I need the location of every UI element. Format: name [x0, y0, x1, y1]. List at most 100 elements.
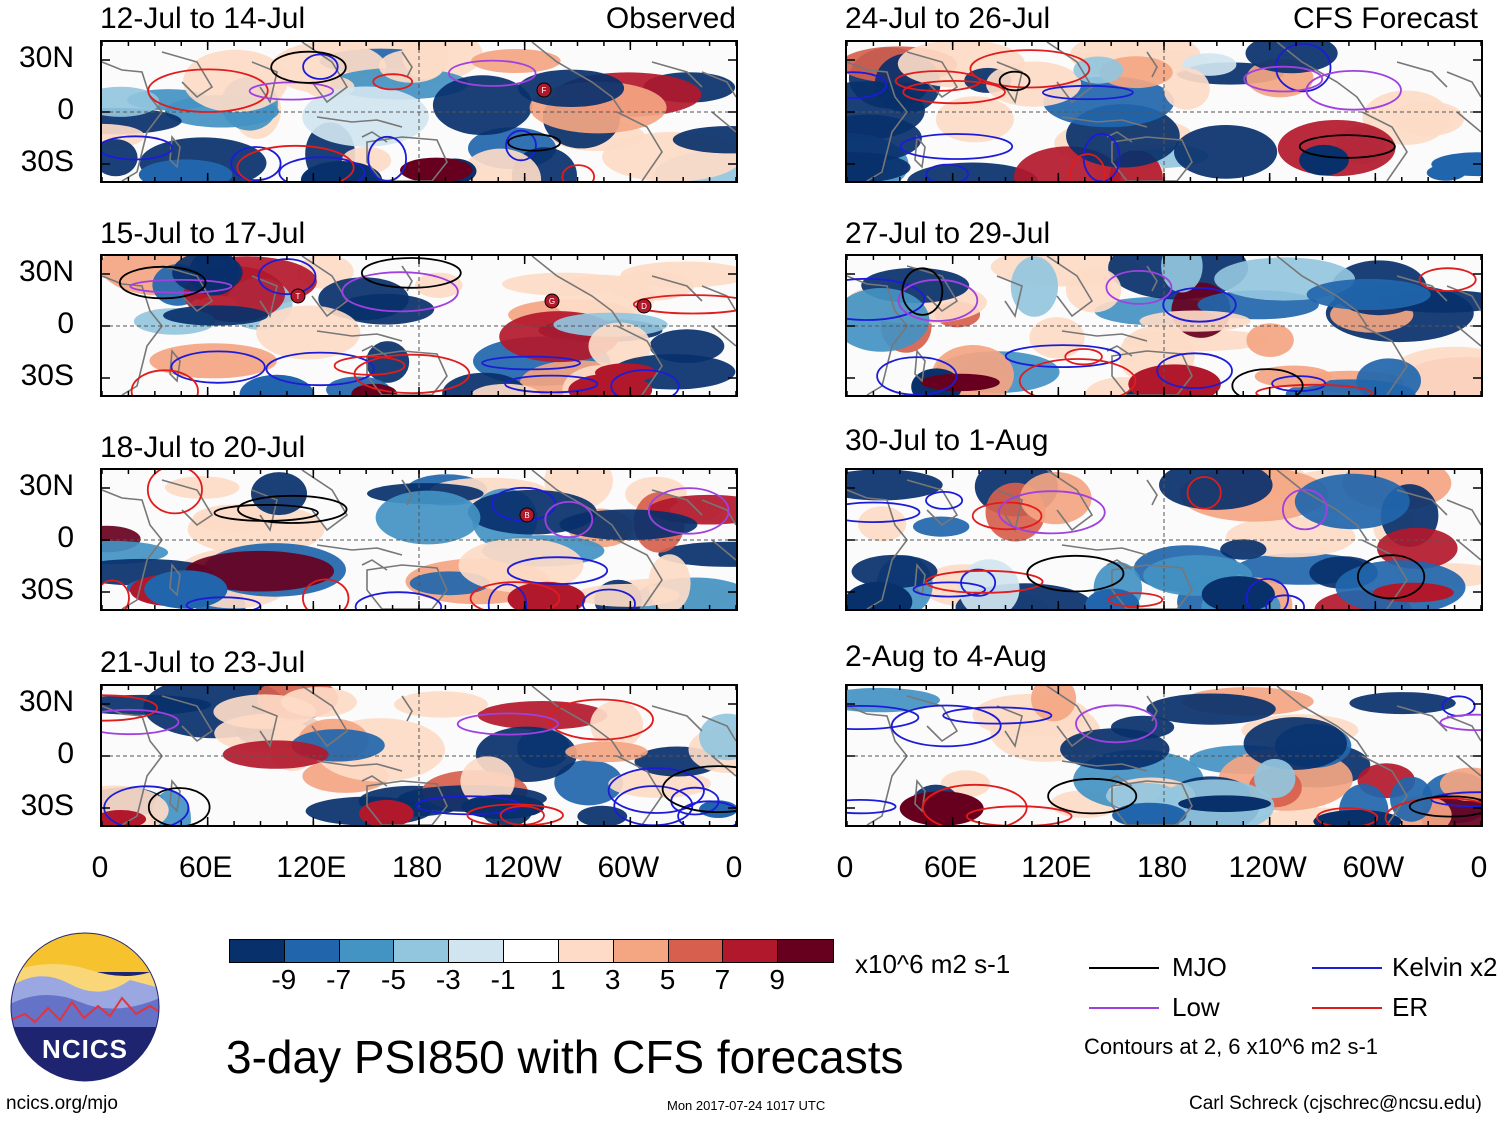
er-contour	[469, 581, 561, 609]
low-contour	[647, 487, 730, 535]
kelvin-contour	[899, 133, 1014, 160]
colorbar-tick-label: 9	[769, 964, 785, 995]
low-contour	[897, 278, 979, 322]
longitude-label: 120W	[483, 851, 562, 884]
forecast-tag: CFS Forecast	[1292, 2, 1478, 35]
er-contour	[1316, 807, 1379, 825]
legend-label-mjo: MJO	[1172, 952, 1227, 982]
er-contour	[547, 698, 654, 741]
kelvin-contour	[506, 556, 609, 585]
kelvin-contour	[278, 156, 366, 181]
latitude-label: 30N	[18, 469, 74, 502]
er-contour	[969, 49, 1091, 89]
colorbar-cell	[339, 940, 395, 962]
legend-line-low	[1089, 1007, 1159, 1009]
kelvin-contour	[230, 146, 282, 181]
panel-title-fcst-2: 27-Jul to 29-Jul	[845, 217, 1051, 250]
latitude-label: 30N	[18, 255, 74, 288]
low-contour	[1305, 69, 1402, 111]
kelvin-contour	[367, 135, 407, 181]
kelvin-contour	[925, 163, 969, 181]
svg-text:G: G	[549, 297, 555, 306]
legend-label-low: Low	[1172, 992, 1220, 1022]
low-contour	[1105, 269, 1173, 305]
latitude-label: 0	[57, 737, 74, 770]
colorbar-units: x10^6 m2 s-1	[855, 949, 1011, 979]
anomaly-field: T G D	[102, 256, 736, 395]
kelvin-contour	[265, 351, 375, 387]
colorbar	[229, 939, 834, 963]
kelvin-contour	[487, 583, 528, 609]
observed-tag: Observed	[605, 2, 736, 35]
er-contour	[130, 369, 199, 395]
kelvin-contour	[481, 355, 582, 371]
er-contour	[102, 579, 130, 609]
legend-label-kelvin: Kelvin x2	[1392, 952, 1498, 982]
er-contour	[1418, 267, 1477, 292]
kelvin-contour	[1265, 594, 1305, 609]
colorbar-cell	[284, 940, 340, 962]
er-contour	[333, 355, 406, 376]
colorbar-cell	[504, 940, 559, 962]
kelvin-contour	[613, 785, 694, 825]
low-contour	[1281, 488, 1328, 531]
er-contour	[102, 694, 159, 722]
kelvin-contour	[1156, 352, 1233, 389]
low-contour	[997, 490, 1106, 535]
colorbar-tick-label: -3	[435, 964, 461, 995]
mjo-contour	[360, 257, 462, 289]
map-fcst-4	[845, 684, 1483, 827]
kelvin-contour	[610, 369, 680, 395]
kelvin-contour	[581, 588, 636, 609]
continent-outlines	[847, 470, 1481, 609]
colorbar-tick-label: -1	[490, 964, 516, 995]
kelvin-contour	[1082, 132, 1121, 181]
longitude-label: 120E	[1021, 851, 1092, 884]
storms-obs-1	[100, 150, 740, 170]
low-contour	[1243, 65, 1324, 93]
anomaly-field: F	[102, 42, 736, 181]
longitude-label: 0	[836, 851, 854, 884]
latitude-label: 30N	[18, 41, 74, 74]
er-contour	[632, 294, 736, 315]
timestamp: Mon 2017-07-24 1017 UTC	[667, 1098, 826, 1113]
low-contour	[1075, 704, 1158, 744]
colorbar-tick-label: -5	[381, 964, 406, 995]
legend-line-mjo	[1089, 967, 1159, 969]
panel-title-obs-3: 18-Jul to 20-Jul	[100, 431, 306, 464]
anomaly-field	[847, 256, 1481, 395]
er-contour	[1107, 592, 1164, 608]
low-contour	[248, 81, 335, 101]
mjo-contour	[901, 267, 944, 316]
er-contour	[372, 73, 414, 91]
colorbar-cell	[668, 940, 724, 962]
colorbar-cell	[778, 940, 833, 962]
kelvin-contour	[847, 71, 888, 100]
longitude-label: 120W	[1228, 851, 1307, 884]
map-obs-1: F	[100, 40, 738, 183]
kelvin-contour	[1162, 286, 1237, 323]
latitude-label: 30S	[20, 789, 74, 822]
longitude-label: 0	[91, 851, 109, 884]
kelvin-contour	[847, 277, 926, 321]
mjo-contour	[661, 765, 736, 813]
storm-marker: B	[519, 507, 535, 523]
svg-text:T: T	[296, 292, 301, 301]
anomaly-field	[102, 686, 736, 825]
legend-line-kelvin	[1312, 967, 1382, 969]
anomaly-field	[847, 470, 1481, 609]
legend-label-er: ER	[1392, 992, 1429, 1022]
kelvin-contour	[942, 706, 1053, 725]
source-url[interactable]: ncics.org/mjo	[6, 1093, 118, 1114]
panel-title-fcst-1: 24-Jul to 26-Jul	[845, 2, 1051, 35]
continent-outlines	[102, 686, 736, 825]
panel-title-obs-4: 21-Jul to 23-Jul	[100, 646, 306, 679]
kelvin-contour	[1430, 791, 1481, 808]
panel-title-obs-1: 12-Jul to 14-Jul	[100, 2, 306, 35]
mjo-contour	[1408, 795, 1481, 818]
longitude-label: 0	[1470, 851, 1488, 884]
mjo-contour	[1026, 554, 1125, 593]
mjo-contour	[507, 133, 562, 152]
colorbar-tick-label: 3	[604, 964, 621, 995]
svg-text:B: B	[524, 511, 529, 520]
